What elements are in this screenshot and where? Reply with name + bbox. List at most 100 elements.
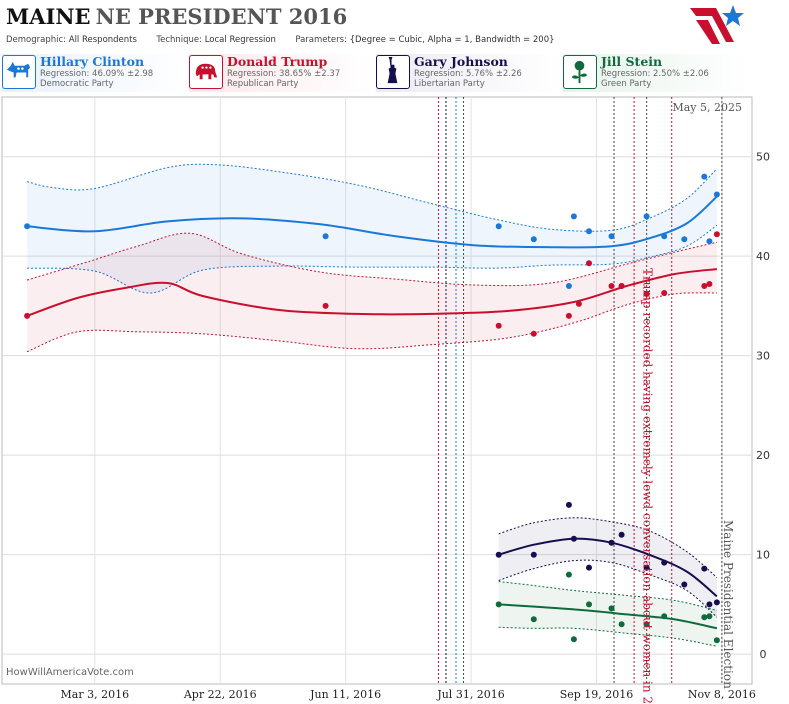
poll-point-donald-trump (643, 291, 650, 297)
parameters-value: {Degree = Cubic, Alpha = 1, Bandwidth = … (349, 35, 555, 45)
poll-point-hillary-clinton (681, 236, 688, 243)
candidate-johnson: Gary Johnson Regression: 5.76% ±2.26 Lib… (376, 54, 561, 92)
technique-value: Local Regression (204, 35, 276, 45)
poll-point-donald-trump (565, 312, 572, 319)
poll-point-gary-johnson (706, 601, 713, 608)
lower-bound-hillary-clinton (27, 224, 718, 294)
axis-labels: 0 10 20 30 40 50 Mar 3, 2016 Apr 22, 2016 Jun 11… (61, 101, 770, 704)
poll-point-donald-trump (322, 302, 329, 309)
poll-point-jill-stein (701, 614, 708, 621)
candidate-party: Green Party (601, 79, 652, 89)
poll-point-jill-stein (495, 601, 502, 608)
y-tick-label: 10 (756, 549, 770, 562)
event-lines (437, 97, 723, 684)
poll-point-gary-johnson (701, 565, 708, 572)
candidate-regression: Regression: 38.65% ±2.37 (227, 69, 341, 79)
title-race: NE PRESIDENT 2016 (95, 4, 348, 29)
poll-point-gary-johnson (570, 535, 577, 542)
lower-bound-donald-trump (26, 292, 717, 353)
poll-point-gary-johnson (618, 531, 625, 538)
poll-point-hillary-clinton (643, 213, 650, 220)
upper-bound-gary-johnson (498, 517, 718, 578)
poll-point-hillary-clinton (530, 236, 537, 243)
poll-point-jill-stein (565, 571, 572, 578)
poll-point-gary-johnson (643, 564, 650, 571)
candidate-regression: Regression: 2.50% ±2.06 (601, 69, 709, 79)
poll-point-hillary-clinton (701, 173, 708, 180)
poll-point-gary-johnson (565, 501, 572, 508)
x-tick-label: Jul 31, 2016 (436, 688, 505, 701)
poll-point-hillary-clinton (661, 233, 668, 240)
lower-bound-gary-johnson (498, 559, 718, 618)
candidate-clinton: Hillary Clinton Regression: 46.09% ±2.98… (2, 54, 187, 92)
chart-title: MAINE NE PRESIDENT 2016 (6, 4, 347, 34)
poll-point-donald-trump (24, 312, 31, 319)
poll-point-donald-trump (706, 281, 713, 287)
poll-points (24, 173, 720, 644)
poll-point-jill-stein (713, 637, 720, 644)
poll-point-jill-stein (643, 621, 650, 628)
grid (1, 96, 753, 685)
plot-frame (1, 96, 753, 685)
candidate-party: Libertarian Party (414, 79, 485, 89)
lower-bound-jill-stein (498, 626, 717, 647)
candidate-party: Democratic Party (40, 79, 114, 89)
poll-point-hillary-clinton (706, 238, 713, 245)
demographic-value: All Respondents (68, 35, 137, 45)
candidate-regression: Regression: 46.09% ±2.98 (40, 69, 154, 79)
trend-line-donald-trump (26, 268, 718, 317)
poll-point-hillary-clinton (322, 233, 329, 240)
poll-point-donald-trump (701, 283, 708, 289)
candidate-stein: Jill Stein Regression: 2.50% ±2.06 Green… (563, 54, 748, 92)
y-tick-label: 40 (756, 250, 770, 263)
poll-point-donald-trump (661, 290, 668, 296)
poll-point-jill-stein (706, 613, 713, 620)
statue-of-liberty-icon (376, 55, 410, 89)
poll-point-gary-johnson (608, 539, 615, 546)
technique-label: Technique: (156, 35, 203, 45)
candidate-name: Jill Stein (601, 54, 663, 69)
site-logo-icon (690, 5, 744, 44)
poll-point-donald-trump (586, 260, 592, 267)
upper-bound-hillary-clinton (26, 163, 718, 232)
band-jill-stein (498, 581, 717, 647)
demographic-label: Demographic: (6, 35, 67, 45)
x-tick-label: Sep 19, 2016 (560, 688, 634, 701)
candidate-name: Hillary Clinton (40, 54, 145, 69)
x-tick-label: Nov 8, 2016 (688, 688, 756, 701)
poll-point-gary-johnson (681, 581, 688, 588)
elephant-icon (189, 55, 223, 89)
poll-point-hillary-clinton (608, 233, 615, 240)
poll-point-donald-trump (608, 283, 615, 289)
parameters-row: Demographic: All Respondents Technique: … (6, 35, 555, 45)
trend-line-hillary-clinton (27, 195, 718, 249)
band-gary-johnson (498, 517, 717, 618)
title-state: MAINE (6, 4, 91, 29)
candidate-party: Republican Party (227, 79, 299, 89)
upper-bound-donald-trump (26, 232, 718, 287)
upper-bound-jill-stein (498, 581, 718, 611)
x-tick-label: Mar 3, 2016 (61, 688, 130, 701)
poll-point-jill-stein (570, 636, 577, 643)
annotation-label: Trump recorded having extremely lewd con… (641, 268, 655, 704)
poll-point-gary-johnson (530, 551, 537, 558)
sunflower-icon (563, 55, 597, 89)
parameters-label: Parameters: (295, 35, 347, 45)
y-tick-label: 50 (756, 151, 770, 164)
poll-point-jill-stein (530, 616, 537, 623)
poll-point-gary-johnson (661, 559, 668, 566)
x-tick-label: Jun 11, 2016 (309, 688, 381, 701)
poll-point-donald-trump (575, 300, 582, 307)
poll-point-hillary-clinton (495, 223, 502, 230)
candidate-name: Donald Trump (227, 54, 328, 69)
poll-point-hillary-clinton (713, 191, 720, 198)
poll-point-jill-stein (661, 613, 668, 620)
candidate-legend: Hillary Clinton Regression: 46.09% ±2.98… (0, 54, 789, 94)
y-tick-label: 30 (756, 350, 770, 363)
poll-point-hillary-clinton (24, 223, 31, 230)
poll-point-donald-trump (495, 322, 502, 329)
donkey-icon (2, 55, 36, 89)
poll-point-donald-trump (530, 330, 537, 337)
poll-point-jill-stein (608, 605, 615, 612)
